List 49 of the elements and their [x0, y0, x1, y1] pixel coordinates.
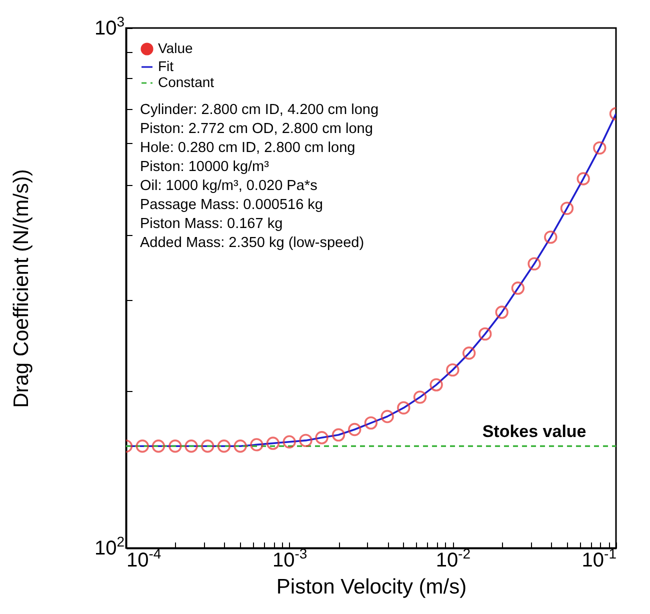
annotation: Added Mass: 2.350 kg (low-speed)	[140, 235, 364, 251]
annotation: Piston: 10000 kg/m³	[140, 159, 270, 175]
point	[282, 435, 296, 448]
point	[413, 390, 427, 404]
x-axis-title: Piston Velocity (m/s)	[276, 576, 467, 598]
point	[184, 440, 198, 453]
point	[217, 440, 231, 453]
point	[348, 422, 362, 436]
annotation: Oil: 1000 kg/m³, 0.020 Pa*s	[140, 178, 318, 194]
point	[315, 431, 328, 444]
point	[462, 346, 476, 360]
point	[234, 440, 247, 453]
y-tick-label: 10$^{2}$	[94, 534, 125, 560]
point	[380, 410, 394, 424]
annotation: Stokes value	[482, 422, 586, 442]
legend-label: Value	[158, 40, 193, 56]
point	[528, 257, 541, 270]
point	[478, 327, 492, 341]
annotation: Hole: 0.280 cm ID, 2.800 cm long	[140, 140, 356, 156]
x-tick-label: 10$^{-3}$	[272, 546, 308, 572]
x-tick-label: 10$^{-2}$	[436, 546, 471, 572]
point	[511, 282, 525, 295]
point	[299, 434, 312, 448]
point	[544, 230, 558, 244]
point	[364, 416, 378, 430]
legend-label: Fit	[158, 58, 174, 74]
x-tick-label: 10$^{-1}$	[582, 546, 617, 572]
point	[168, 440, 182, 453]
annotation: Piston Mass: 0.167 kg	[140, 216, 283, 232]
annotation: Passage Mass: 0.000516 kg	[140, 197, 323, 213]
point	[593, 141, 606, 155]
point	[576, 172, 590, 186]
point	[332, 428, 346, 442]
point	[201, 440, 214, 453]
point	[397, 401, 410, 414]
y-tick-label: 10$^{3}$	[94, 14, 125, 40]
point	[430, 378, 443, 392]
annotation: Cylinder: 2.800 cm ID, 4.200 cm long	[140, 102, 379, 118]
point	[152, 440, 166, 453]
y-axis-title: Drag Coefficient (N/(m/s))	[10, 169, 34, 408]
annotation: Piston: 2.772 cm OD, 2.800 cm long	[140, 121, 373, 137]
point	[250, 438, 264, 452]
x-tick-label: 10$^{-4}$	[126, 546, 162, 572]
point	[495, 306, 508, 319]
point	[136, 440, 149, 453]
point	[266, 436, 280, 450]
point	[446, 363, 460, 377]
legend-label: Constant	[158, 74, 214, 90]
point	[560, 202, 574, 215]
